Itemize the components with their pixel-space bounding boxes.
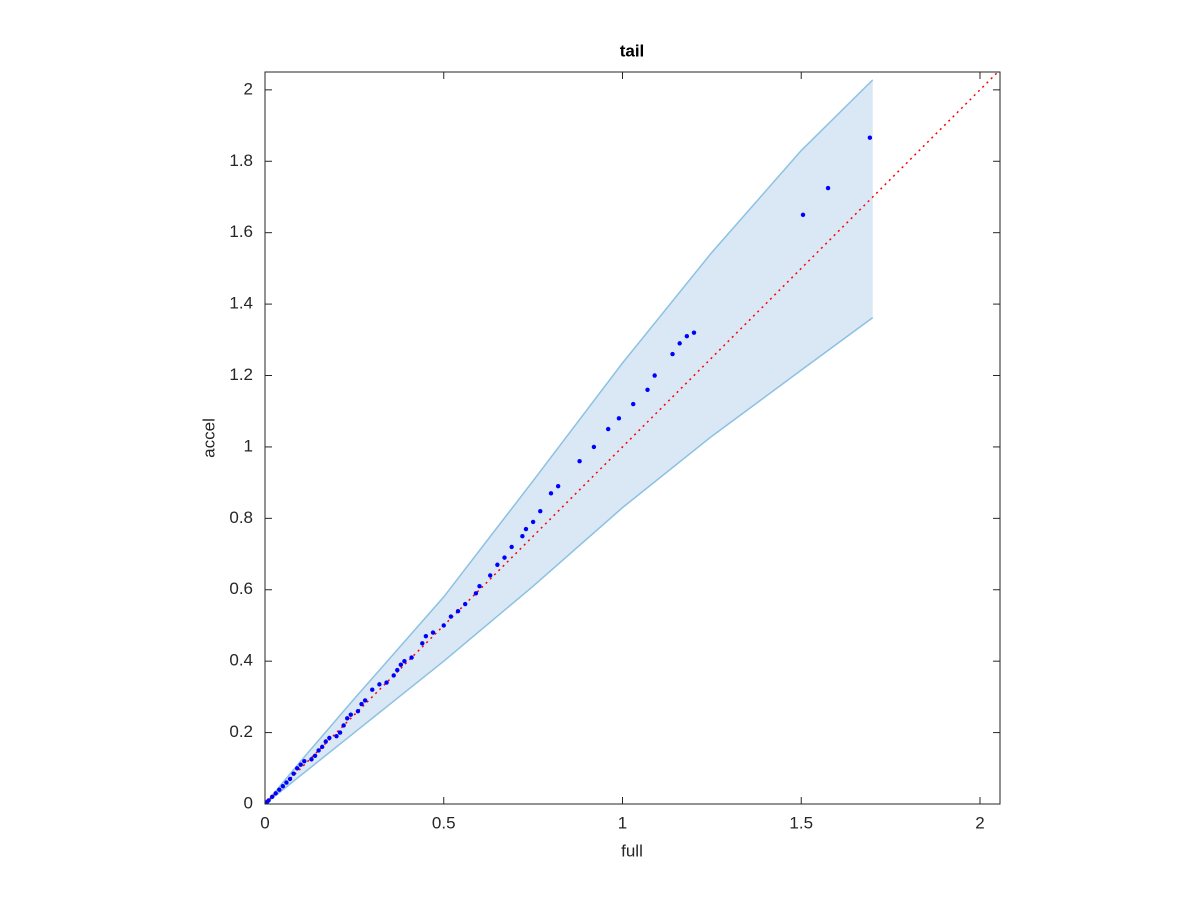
data-point — [530, 519, 536, 525]
data-point — [287, 776, 293, 782]
y-tick-label: 1.2 — [229, 365, 253, 384]
x-tick-label: 1 — [618, 813, 627, 832]
y-tick-label: 0 — [244, 793, 253, 812]
data-point — [616, 416, 622, 421]
y-tick-label: 2 — [244, 79, 253, 98]
data-point — [477, 583, 482, 589]
data-point — [266, 798, 271, 803]
data-point — [677, 341, 682, 346]
data-point — [605, 426, 611, 432]
data-point — [509, 544, 514, 550]
data-point — [430, 630, 436, 635]
data-point — [495, 562, 500, 567]
data-point — [423, 633, 429, 639]
data-point — [825, 185, 831, 191]
data-point — [316, 748, 321, 753]
data-point — [577, 459, 582, 464]
y-tick-label: 0.4 — [229, 651, 253, 670]
data-point — [591, 444, 597, 450]
data-point — [462, 601, 468, 607]
data-point — [341, 723, 346, 728]
data-point — [520, 533, 525, 539]
y-axis-label: accel — [199, 418, 218, 458]
data-point — [294, 766, 300, 771]
data-point — [867, 135, 873, 140]
data-point — [302, 758, 307, 764]
data-point — [298, 762, 303, 767]
data-point — [402, 658, 407, 664]
y-tick-label: 0.8 — [229, 508, 253, 527]
y-tick-label: 1.8 — [229, 151, 253, 170]
data-point — [323, 739, 328, 744]
data-point — [377, 682, 382, 687]
data-point — [348, 712, 353, 717]
data-point — [362, 698, 368, 703]
data-point — [652, 373, 657, 378]
data-point — [441, 623, 446, 628]
data-point — [337, 730, 343, 735]
data-point — [473, 591, 479, 596]
data-point — [800, 212, 806, 218]
data-point — [555, 484, 561, 489]
band-lower — [264, 317, 874, 805]
x-tick-label: 2 — [975, 813, 984, 832]
data-point — [398, 662, 404, 667]
data-point — [284, 780, 289, 785]
x-tick-label: 1.5 — [789, 813, 813, 832]
y-tick-label: 1.6 — [229, 222, 253, 241]
x-tick-label: 0 — [260, 813, 269, 832]
y-tick-label: 1.4 — [229, 294, 253, 313]
data-point — [488, 573, 493, 578]
data-point — [355, 708, 361, 714]
data-point — [631, 401, 636, 407]
y-tick-label: 0.6 — [229, 579, 253, 598]
data-point — [691, 330, 697, 335]
data-point — [391, 673, 396, 678]
band-upper — [264, 79, 874, 805]
data-point — [523, 526, 529, 532]
data-point — [448, 614, 454, 619]
data-point — [455, 608, 461, 614]
data-point — [384, 680, 389, 685]
data-point — [645, 387, 650, 392]
data-point — [359, 701, 364, 707]
data-point — [409, 655, 414, 660]
data-point — [309, 757, 314, 762]
data-point — [291, 771, 296, 776]
reference-line — [264, 71, 999, 805]
data-point — [269, 794, 275, 800]
data-point — [334, 733, 339, 739]
confidence-band — [265, 79, 873, 805]
data-point — [502, 555, 507, 560]
y-tick-label: 0.2 — [229, 722, 253, 741]
x-tick-label: 0.5 — [432, 813, 456, 832]
x-axis-label: full — [621, 841, 643, 860]
y-tick-label: 1 — [244, 436, 253, 455]
data-point — [273, 791, 278, 796]
data-point — [345, 716, 350, 721]
data-point — [319, 744, 325, 750]
data-point — [370, 687, 375, 692]
data-point — [420, 641, 425, 646]
data-point — [277, 787, 282, 792]
data-point — [670, 351, 675, 357]
data-point — [327, 735, 332, 741]
data-point — [312, 753, 318, 758]
chart-title: tail — [620, 41, 645, 60]
plot-frame — [264, 71, 1001, 805]
data-point — [538, 509, 543, 514]
data-point — [280, 783, 286, 789]
data-point — [395, 667, 400, 673]
data-point — [684, 334, 690, 339]
data-point — [548, 491, 554, 496]
